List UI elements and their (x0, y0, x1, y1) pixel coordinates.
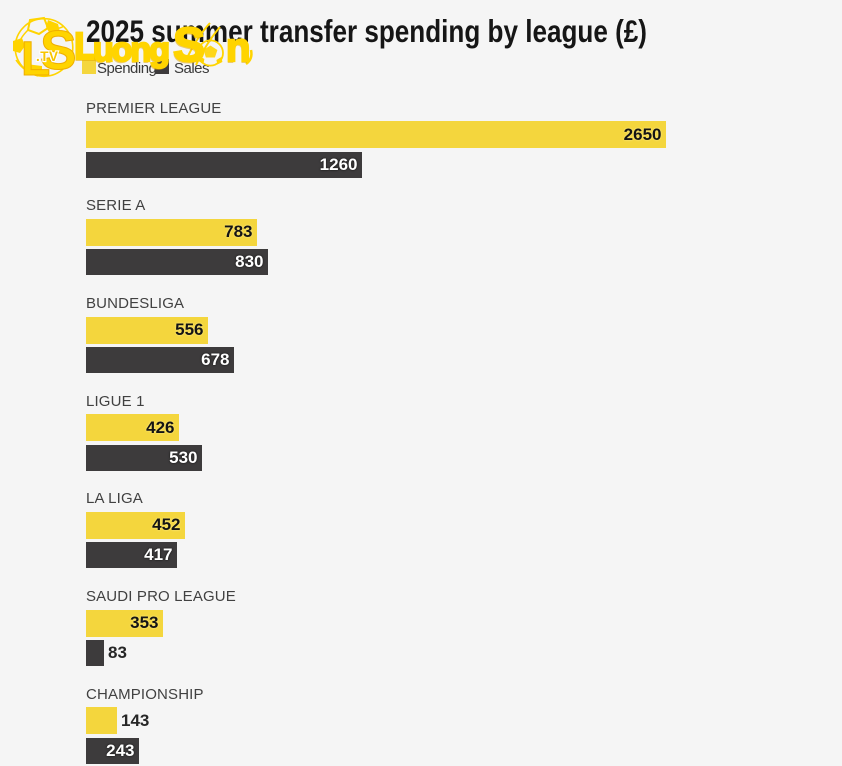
svg-text:S: S (40, 19, 77, 81)
svg-text:.TV: .TV (36, 49, 59, 64)
svg-text:L: L (21, 33, 50, 86)
